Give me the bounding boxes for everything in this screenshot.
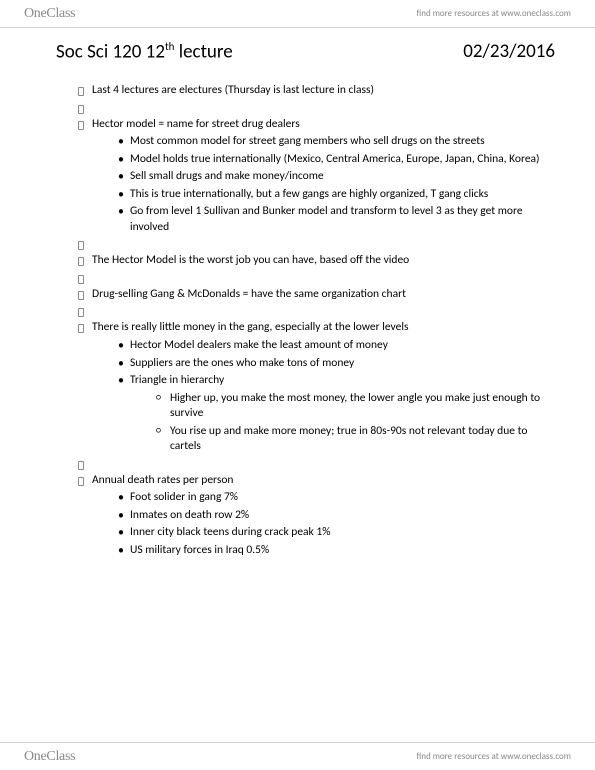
list-item: Triangle in hierarchy: [118, 373, 555, 389]
list-item: Inmates on death row 2%: [118, 508, 555, 524]
list-item: Foot solider in gang 7%: [118, 490, 555, 506]
footer-bar: OneClass find more resources at www.onec…: [0, 742, 595, 770]
page-title: Soc Sci 120 12th lecture: [56, 40, 233, 63]
notes-content: Last 4 lectures are electures (Thursday …: [56, 83, 555, 558]
list-item: [80, 101, 555, 115]
list-item: You rise up and make more money; true in…: [156, 424, 555, 455]
header-tagline: find more resources at www.oneclass.com: [416, 8, 571, 19]
list-item: Hector model = name for street drug deal…: [80, 117, 555, 133]
list-item: Hector Model dealers make the least amou…: [118, 338, 555, 354]
list-item: Higher up, you make the most money, the …: [156, 391, 555, 422]
document-body: Soc Sci 120 12th lecture 02/23/2016 Last…: [56, 40, 555, 730]
list-item: [80, 271, 555, 285]
title-suffix: lecture: [174, 40, 232, 63]
list-item: Most common model for street gang member…: [118, 134, 555, 150]
list-item: Suppliers are the ones who make tons of …: [118, 356, 555, 372]
footer-tagline: find more resources at www.oneclass.com: [416, 751, 571, 762]
list-item: Drug-selling Gang & McDonalds = have the…: [80, 287, 555, 303]
header-bar: OneClass find more resources at www.onec…: [0, 0, 595, 28]
list-item: US military forces in Iraq 0.5%: [118, 543, 555, 559]
list-item: Annual death rates per person: [80, 473, 555, 489]
list-item: This is true internationally, but a few …: [118, 187, 555, 203]
list-item: There is really little money in the gang…: [80, 320, 555, 336]
brand-logo-footer: OneClass: [24, 749, 75, 765]
list-item: Model holds true internationally (Mexico…: [118, 152, 555, 168]
list-item: [80, 304, 555, 318]
list-item: Inner city black teens during crack peak…: [118, 525, 555, 541]
title-ordinal: th: [165, 40, 174, 53]
list-item: Go from level 1 Sullivan and Bunker mode…: [118, 204, 555, 235]
list-item: [80, 237, 555, 251]
list-item: The Hector Model is the worst job you ca…: [80, 253, 555, 269]
brand-logo: OneClass: [24, 6, 75, 22]
page-date: 02/23/2016: [463, 40, 555, 63]
title-prefix: Soc Sci 120 12: [56, 40, 165, 63]
list-item: [80, 457, 555, 471]
list-item: Last 4 lectures are electures (Thursday …: [80, 83, 555, 99]
title-row: Soc Sci 120 12th lecture 02/23/2016: [56, 40, 555, 63]
list-item: Sell small drugs and make money/income: [118, 169, 555, 185]
